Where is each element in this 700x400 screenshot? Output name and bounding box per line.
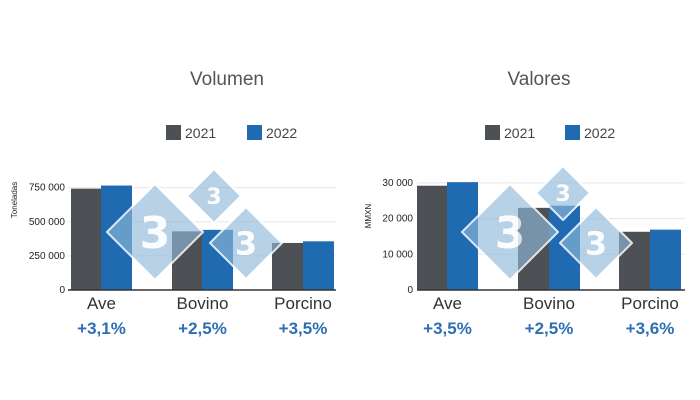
legend-label-2021: 2021 <box>504 125 535 141</box>
watermark-digit: 3 <box>140 208 171 259</box>
volumen-percent-change: +2,5% <box>178 319 227 338</box>
legend-label-2022: 2022 <box>584 125 615 141</box>
legend-label-2022: 2022 <box>266 125 297 141</box>
valores-y-tick-label: 20 000 <box>382 214 413 225</box>
valores-bar-ave-2021 <box>417 185 448 290</box>
volumen-percent-change: +3,5% <box>279 319 328 338</box>
volumen-y-tick-label: 750 000 <box>29 183 66 194</box>
watermark-digit: 3 <box>555 182 570 207</box>
watermark-digit: 3 <box>235 225 257 263</box>
watermark-digit: 3 <box>495 208 526 259</box>
volumen-x-tick-label: Porcino <box>274 294 332 313</box>
legend-swatch-2022 <box>565 125 580 140</box>
valores-percent-change: +3,6% <box>626 319 675 338</box>
valores-y-tick-label: 10 000 <box>382 249 413 260</box>
valores-y-tick-label: 0 <box>407 285 413 296</box>
volumen-x-tick-label: Bovino <box>177 294 229 313</box>
volumen-bar-porcino-2022 <box>303 241 334 290</box>
valores-percent-change: +2,5% <box>525 319 574 338</box>
watermark-diamond <box>535 165 591 221</box>
watermark-logo: 333 333 <box>106 165 633 281</box>
valores-x-tick-label: Bovino <box>523 294 575 313</box>
watermark-diamond <box>106 183 204 281</box>
legend-swatch-2022 <box>247 125 262 140</box>
valores-chart: Valores 2021 2022 MMXN 0 10 000 20 000 30 0… <box>364 69 685 338</box>
watermark-diamond <box>186 168 242 224</box>
legend-swatch-2021 <box>166 125 181 140</box>
valores-chart-title: Valores <box>507 69 570 90</box>
volumen-x-tick-label: Ave <box>87 294 116 313</box>
valores-bar-porcino-2022 <box>650 229 681 290</box>
watermark-digit: 3 <box>206 185 221 210</box>
volumen-bar-ave-2021 <box>71 188 102 290</box>
valores-x-tick-label: Ave <box>433 294 462 313</box>
volumen-bar-porcino-2021 <box>272 242 303 290</box>
valores-percent-change: +3,5% <box>423 319 472 338</box>
legend-swatch-2021 <box>485 125 500 140</box>
volumen-y-axis-label: Toneladas <box>10 182 19 218</box>
valores-y-tick-label: 30 000 <box>382 178 413 189</box>
volumen-y-tick-label: 250 000 <box>29 251 66 262</box>
valores-x-tick-label: Porcino <box>621 294 679 313</box>
volumen-percent-change: +3,1% <box>77 319 126 338</box>
watermark-digit: 3 <box>585 225 607 263</box>
valores-y-axis-label: MMXN <box>364 204 373 229</box>
volumen-y-tick-label: 500 000 <box>29 217 66 228</box>
legend-label-2021: 2021 <box>185 125 216 141</box>
watermark-diamond <box>209 206 283 280</box>
volumen-chart-title: Volumen <box>190 69 264 90</box>
volumen-y-tick-label: 0 <box>59 285 65 296</box>
watermark-diamond <box>461 183 559 281</box>
watermark-diamond <box>559 206 633 280</box>
